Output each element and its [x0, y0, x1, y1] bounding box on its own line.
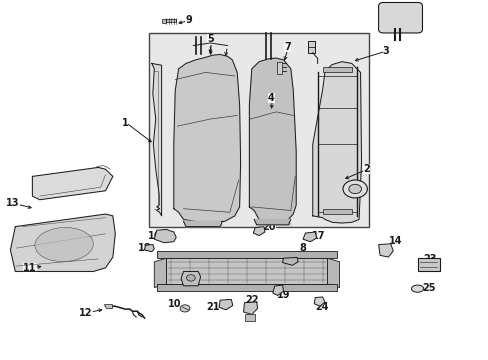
Circle shape: [180, 305, 189, 312]
Polygon shape: [272, 285, 283, 296]
Polygon shape: [161, 19, 166, 23]
Text: 9: 9: [184, 15, 191, 26]
Text: 25: 25: [421, 283, 435, 293]
Polygon shape: [322, 67, 351, 72]
Text: 19: 19: [276, 290, 290, 300]
Polygon shape: [181, 271, 200, 286]
Text: 7: 7: [284, 42, 290, 52]
Text: 14: 14: [388, 236, 402, 246]
Text: 5: 5: [206, 35, 213, 45]
Polygon shape: [249, 58, 296, 221]
Text: 18: 18: [138, 243, 151, 253]
Text: 16: 16: [148, 231, 161, 240]
Text: 2: 2: [362, 164, 369, 174]
Text: 10: 10: [167, 299, 181, 309]
Polygon shape: [378, 244, 392, 257]
Text: 1: 1: [122, 118, 128, 128]
Text: 11: 11: [23, 263, 37, 273]
Polygon shape: [307, 41, 315, 53]
Polygon shape: [417, 258, 439, 271]
Circle shape: [186, 275, 195, 281]
Text: 4: 4: [267, 93, 274, 103]
Polygon shape: [166, 19, 176, 22]
Polygon shape: [254, 220, 290, 225]
Polygon shape: [10, 214, 115, 271]
Text: 20: 20: [262, 222, 275, 231]
Text: 23: 23: [422, 254, 436, 264]
Polygon shape: [157, 251, 336, 258]
Polygon shape: [154, 229, 176, 243]
Text: 5: 5: [206, 34, 213, 44]
Polygon shape: [314, 297, 325, 306]
Text: 13: 13: [6, 198, 20, 208]
Polygon shape: [32, 167, 113, 200]
Polygon shape: [282, 257, 298, 265]
Polygon shape: [322, 209, 351, 214]
Polygon shape: [183, 221, 222, 226]
Ellipse shape: [411, 285, 423, 292]
Text: 8: 8: [299, 243, 306, 253]
Polygon shape: [157, 284, 336, 291]
Text: 15: 15: [177, 279, 190, 289]
Polygon shape: [152, 63, 161, 216]
Text: 22: 22: [244, 295, 258, 305]
Text: 24: 24: [314, 302, 327, 312]
Polygon shape: [219, 300, 232, 310]
Text: 6: 6: [406, 3, 413, 13]
Polygon shape: [245, 315, 255, 320]
Polygon shape: [243, 302, 257, 315]
Text: 12: 12: [79, 308, 93, 318]
Polygon shape: [154, 258, 166, 288]
FancyBboxPatch shape: [378, 3, 422, 33]
Ellipse shape: [35, 228, 93, 262]
Polygon shape: [144, 244, 154, 252]
Circle shape: [348, 184, 361, 194]
Text: 3: 3: [382, 46, 388, 56]
Text: 17: 17: [311, 231, 325, 240]
Polygon shape: [327, 258, 339, 288]
Circle shape: [342, 180, 366, 198]
Bar: [149, 33, 368, 226]
Polygon shape: [166, 258, 327, 284]
Polygon shape: [312, 62, 361, 223]
Polygon shape: [173, 54, 240, 223]
Polygon shape: [303, 232, 316, 242]
Polygon shape: [253, 226, 264, 235]
Text: 21: 21: [205, 302, 219, 312]
Polygon shape: [277, 62, 282, 74]
Polygon shape: [104, 304, 112, 309]
